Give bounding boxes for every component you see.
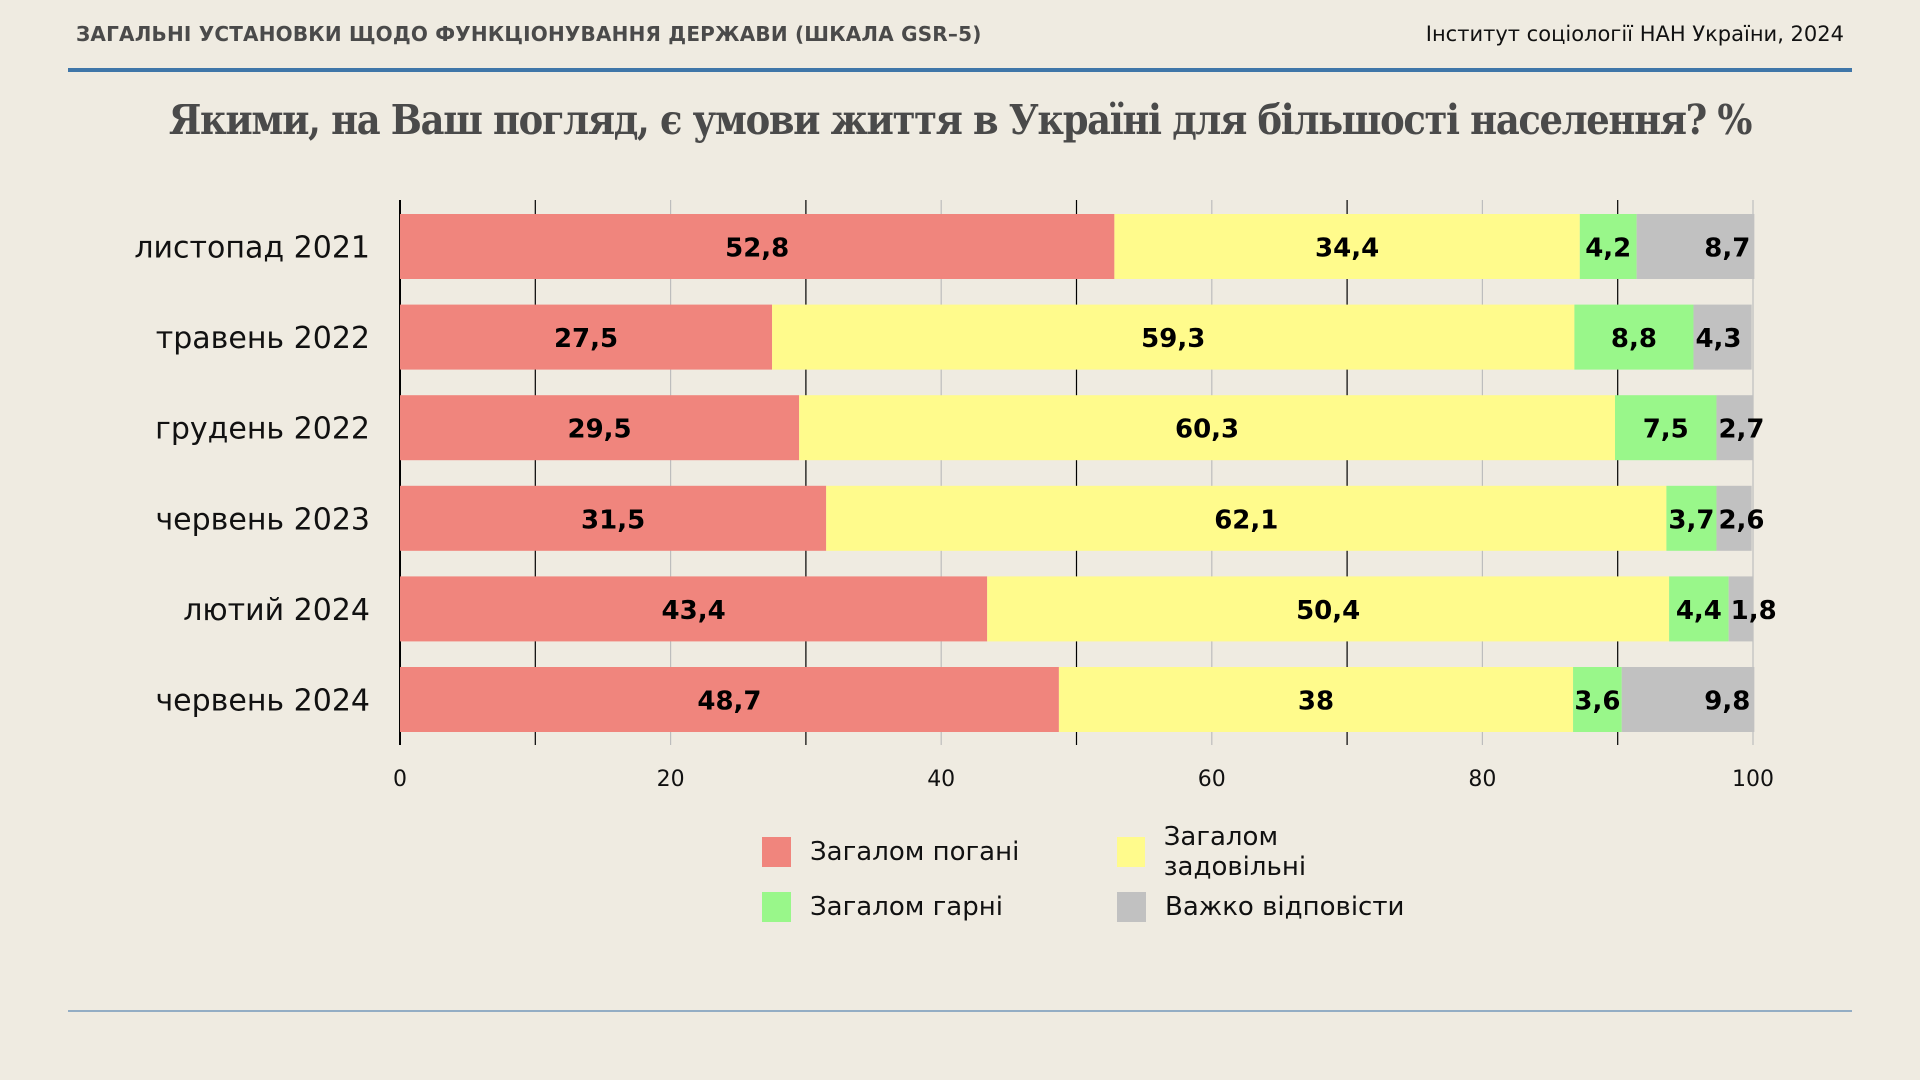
bar-segment <box>799 395 1615 461</box>
data-label: 50,4 <box>1296 596 1360 626</box>
bar-segment <box>1574 304 1694 370</box>
data-label: 4,3 <box>1695 324 1741 354</box>
category-label: травень 2022 <box>156 321 370 356</box>
bar-segment <box>1636 214 1755 279</box>
bar-segment <box>400 304 773 370</box>
data-label: 3,6 <box>1574 687 1620 717</box>
bar-segment <box>1666 485 1717 551</box>
data-label: 2,6 <box>1718 505 1764 535</box>
category-label: листопад 2021 <box>134 231 370 266</box>
legend-item-hard-to-answer: Важко відповісти <box>1117 892 1417 922</box>
data-label: 27,5 <box>554 324 618 354</box>
legend-item-satisfactory: Загалом задовільні <box>1117 822 1417 882</box>
data-label: 7,5 <box>1643 415 1689 445</box>
legend-label-hard-to-answer: Важко відповісти <box>1165 892 1405 922</box>
data-label: 4,2 <box>1585 234 1631 264</box>
legend-swatch-satisfactory <box>1117 837 1145 867</box>
bar-segment <box>1614 395 1717 461</box>
x-tick-label: 20 <box>657 767 685 792</box>
chart-title: Якими, на Ваш погляд, є умови життя в Ук… <box>168 96 1753 144</box>
bar-segment <box>400 395 800 461</box>
bar-segment <box>1728 576 1753 642</box>
category-label: червень 2023 <box>155 502 370 537</box>
data-label: 29,5 <box>567 415 631 445</box>
x-tick-label: 40 <box>927 767 955 792</box>
source-label: Інститут соціології НАН України, 2024 <box>1425 22 1844 46</box>
x-tick-label: 60 <box>1198 767 1226 792</box>
section-title: ЗАГАЛЬНІ УСТАНОВКИ ЩОДО ФУНКЦІОНУВАННЯ Д… <box>76 22 982 46</box>
category-label: грудень 2022 <box>155 412 370 447</box>
x-tick-label: 100 <box>1732 767 1774 792</box>
bar-segment <box>987 576 1670 642</box>
bar-segment <box>772 304 1575 370</box>
data-label: 59,3 <box>1141 324 1205 354</box>
bar-segment <box>1621 667 1755 732</box>
bar-segment <box>400 214 1115 279</box>
legend-item-good: Загалом гарні <box>762 892 1117 922</box>
data-label: 43,4 <box>662 596 726 626</box>
bar-segment <box>1058 667 1574 732</box>
x-tick-label: 80 <box>1468 767 1496 792</box>
bar-segment <box>1716 395 1753 461</box>
data-label: 31,5 <box>581 505 645 535</box>
data-label: 60,3 <box>1175 415 1239 445</box>
bar-segment <box>400 667 1059 732</box>
legend-item-bad: Загалом погані <box>762 822 1117 882</box>
bar-segment <box>1669 576 1729 642</box>
legend-label-bad: Загалом погані <box>810 837 1020 867</box>
category-label: червень 2024 <box>155 684 370 719</box>
legend-swatch-hard-to-answer <box>1117 892 1146 922</box>
legend-swatch-bad <box>762 837 791 867</box>
data-label: 62,1 <box>1214 505 1278 535</box>
data-label: 4,4 <box>1676 596 1722 626</box>
data-label: 3,7 <box>1668 505 1714 535</box>
data-label: 38 <box>1298 687 1334 717</box>
bar-segment <box>1579 214 1637 279</box>
bar-segment <box>1114 214 1580 279</box>
data-label: 9,8 <box>1704 687 1750 717</box>
legend-swatch-good <box>762 892 791 922</box>
bar-segment <box>400 576 988 642</box>
data-label: 8,7 <box>1704 234 1750 264</box>
header-divider <box>68 68 1852 72</box>
bar-segment <box>826 485 1667 551</box>
legend-label-good: Загалом гарні <box>810 892 1003 922</box>
data-label: 2,7 <box>1718 415 1764 445</box>
data-label: 1,8 <box>1731 596 1777 626</box>
data-label: 52,8 <box>725 234 789 264</box>
footer-divider <box>68 1010 1852 1012</box>
category-label: лютий 2024 <box>183 593 370 628</box>
data-label: 48,7 <box>697 687 761 717</box>
bar-segment <box>400 485 827 551</box>
legend-label-satisfactory: Загалом задовільні <box>1163 822 1307 882</box>
bar-segment <box>1573 667 1622 732</box>
data-label: 8,8 <box>1611 324 1657 354</box>
bar-segment <box>1693 304 1752 370</box>
data-label: 34,4 <box>1315 234 1379 264</box>
bar-segment <box>1716 485 1752 551</box>
legend: Загалом погані Загалом задовільні Загало… <box>762 822 1417 922</box>
x-tick-label: 0 <box>393 767 407 792</box>
